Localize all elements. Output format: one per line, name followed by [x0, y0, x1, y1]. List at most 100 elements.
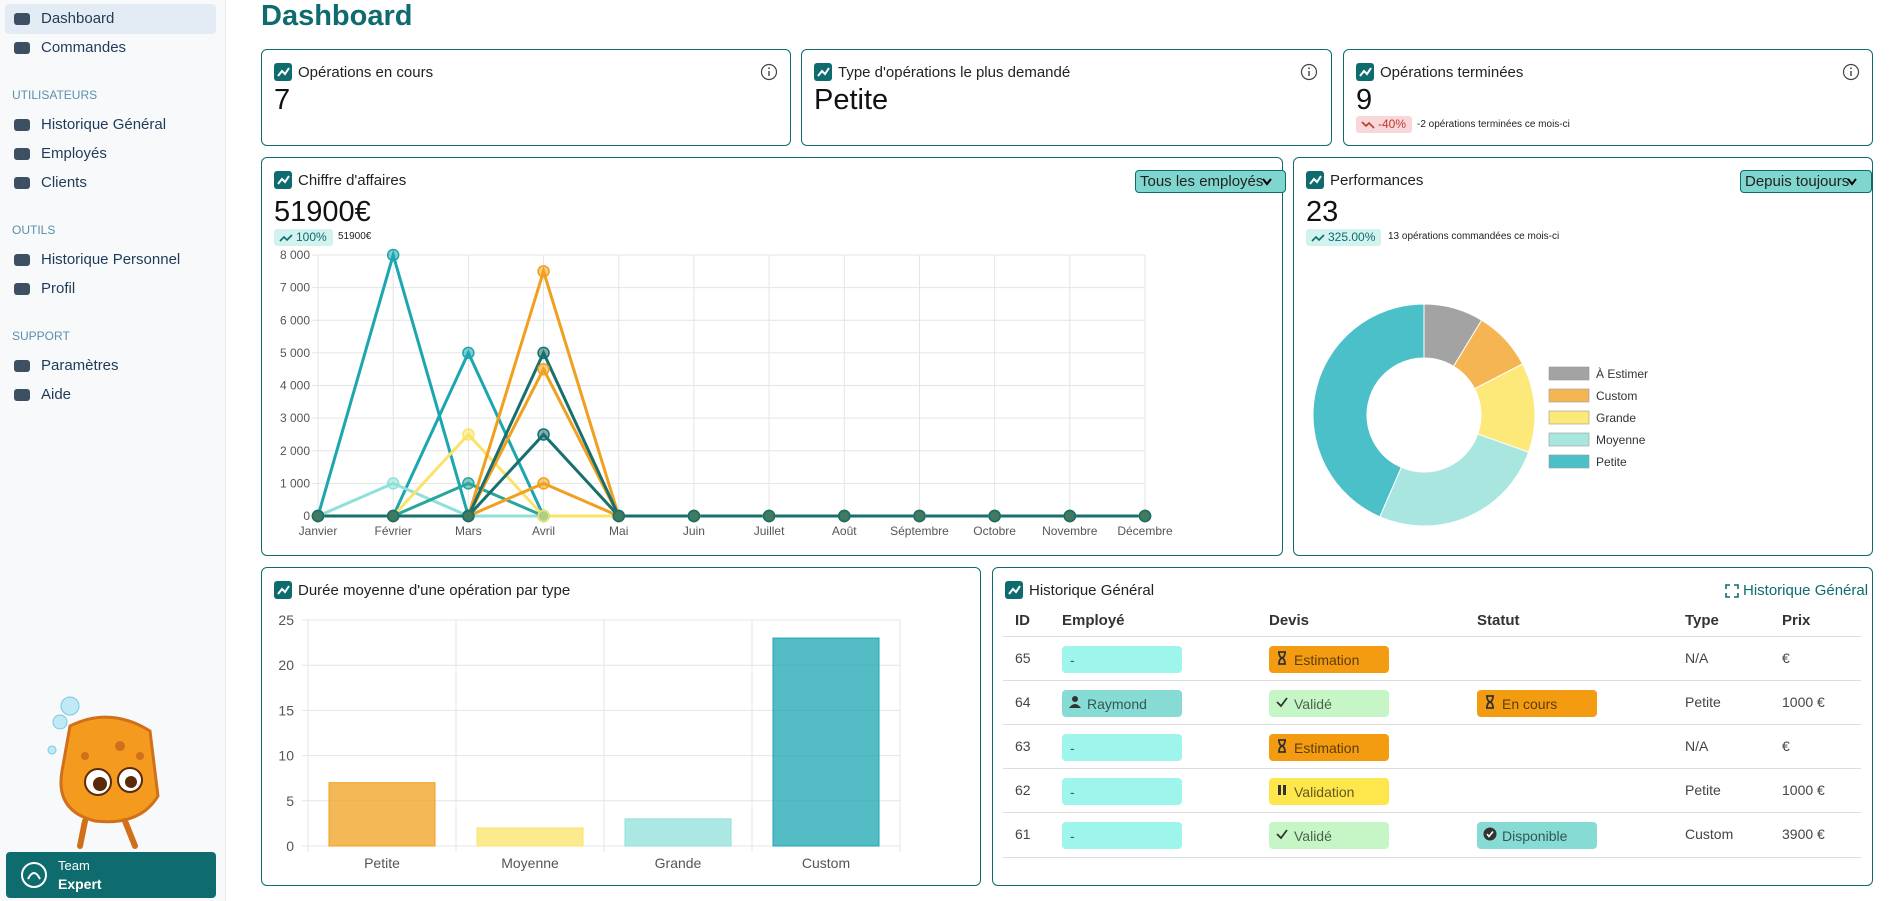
point [537, 509, 550, 523]
trend-line [1311, 234, 1325, 242]
bar [772, 637, 880, 847]
point [612, 509, 625, 523]
card-title: Durée moyenne d'une opération par type [298, 582, 571, 599]
badge: - [1062, 778, 1182, 805]
nav-item[interactable]: Clients [5, 168, 216, 198]
caret [1847, 178, 1857, 186]
legend-label: À Estimer [1596, 366, 1648, 381]
x-tick-label: Octobre [973, 524, 1016, 538]
icon-glyph [1283, 785, 1286, 795]
point [462, 509, 475, 523]
icon-bg [1005, 581, 1023, 599]
info-icon [1842, 63, 1860, 81]
nav-item[interactable]: Profil [5, 274, 216, 304]
point [762, 509, 776, 523]
point [537, 346, 550, 360]
nav-section-title: SUPPORT [12, 329, 70, 343]
nav-item[interactable]: Dashboard [5, 4, 216, 34]
badge: Validé [1269, 690, 1389, 717]
point [762, 509, 776, 523]
point [462, 509, 475, 523]
point [762, 509, 776, 523]
stat-value: Petite [814, 84, 889, 116]
point [762, 509, 776, 523]
card-icon [1306, 171, 1324, 189]
card-icon [274, 171, 292, 189]
icon-glyph [277, 175, 290, 185]
point [537, 265, 550, 278]
icon-glyph [277, 67, 290, 77]
point [913, 509, 926, 523]
x-tick-label: Juillet [754, 524, 785, 538]
x-tick-label: Moyenne [501, 855, 559, 871]
history-link[interactable]: Historique Général [1725, 582, 1868, 599]
point [311, 509, 325, 523]
nav-icon [14, 148, 30, 160]
period-filter[interactable]: Depuis toujours [1740, 170, 1873, 193]
point [988, 509, 1001, 523]
employee-filter[interactable]: Tous les employés [1135, 170, 1287, 193]
nav-icon [14, 177, 30, 189]
expand-glyph [1725, 584, 1739, 598]
legend-label: Moyenne [1596, 433, 1646, 447]
point [687, 509, 701, 523]
nav-item[interactable]: Historique Général [5, 110, 216, 140]
nav-item[interactable]: Paramètres [5, 351, 216, 381]
stat-card: Type d'opérations le plus demandé Petite [801, 49, 1332, 146]
point [311, 509, 325, 523]
column-header: Prix [1782, 612, 1811, 629]
icon-glyph [277, 585, 290, 595]
mascot [47, 696, 160, 849]
cell-price: € [1782, 650, 1790, 666]
point [612, 509, 625, 523]
point [913, 509, 926, 523]
point [838, 509, 851, 523]
nav-label: Historique Personnel [41, 251, 181, 268]
point [913, 509, 926, 523]
point [762, 509, 776, 523]
nav-item[interactable]: Aide [5, 380, 216, 410]
icon-shape [14, 254, 30, 266]
badge: En cours [1477, 690, 1597, 717]
icon-glyph [1483, 827, 1497, 841]
point [612, 509, 625, 523]
point [612, 509, 625, 523]
point [386, 509, 400, 523]
trend-line [1361, 121, 1375, 129]
delta-badge: -40% [1356, 116, 1413, 133]
nav-item[interactable]: Historique Personnel [5, 245, 216, 275]
cell-type: Petite [1685, 782, 1721, 798]
line-chart: 0 1 000 2 000 3 000 4 000 5 000 6 000 7 000 8 00… [280, 248, 1173, 538]
badge: Validé [1269, 822, 1389, 849]
nav-icon [14, 119, 30, 131]
series-line [318, 349, 1145, 518]
point [988, 509, 1001, 523]
revenue-note: 51900€ [338, 231, 372, 242]
icon-glyph [1359, 67, 1372, 77]
nav-item[interactable]: Employés [5, 139, 216, 169]
point [913, 509, 926, 523]
point [988, 509, 1001, 523]
x-tick-label: Février [375, 524, 412, 538]
series-line [318, 481, 1145, 518]
point [687, 509, 701, 523]
y-tick-label: 7 000 [280, 281, 310, 295]
x-tick-label: Avril [532, 524, 555, 538]
info-dot [768, 67, 770, 70]
point [311, 509, 325, 523]
performance-note: 13 opérations commandées ce mois-ci [1388, 231, 1560, 242]
table-row: 61 - Validé Disponible Custom 3900 € [1003, 812, 1861, 858]
point [1138, 509, 1152, 523]
badge-icon [1278, 651, 1286, 665]
team-box[interactable]: Team Expert [6, 852, 216, 898]
point [838, 509, 851, 523]
doughnut-slice [1473, 363, 1536, 453]
nav-item[interactable]: Commandes [5, 33, 216, 63]
nav-label: Historique Général [41, 116, 167, 133]
series-line [318, 266, 1145, 518]
point [1138, 509, 1152, 523]
legend-swatch [1548, 366, 1590, 381]
point [687, 509, 701, 523]
point [762, 509, 776, 523]
bar [328, 782, 436, 847]
